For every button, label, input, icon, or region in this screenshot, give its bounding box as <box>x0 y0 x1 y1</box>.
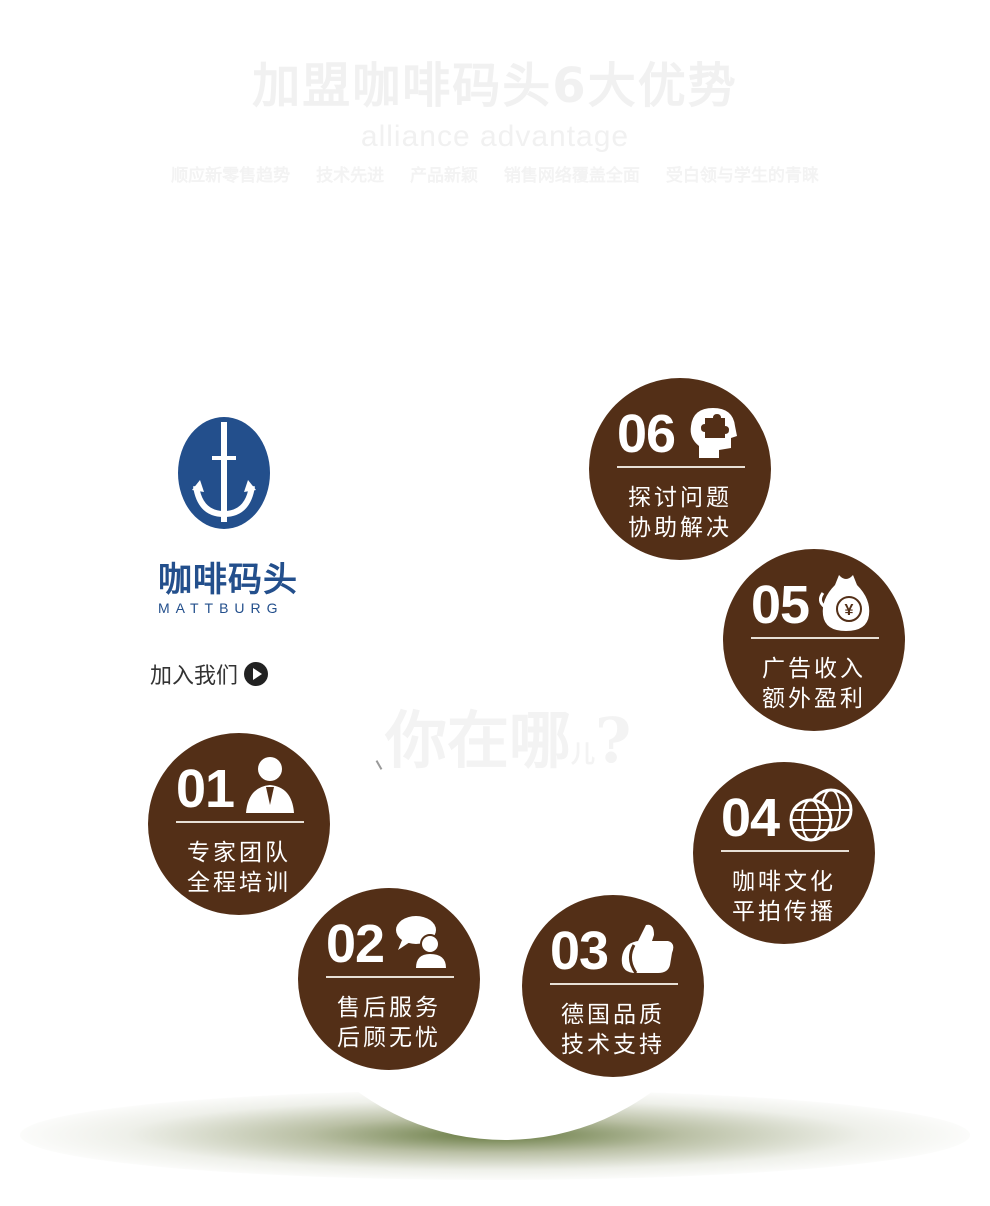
divider <box>751 637 879 639</box>
businessman-icon <box>246 757 294 813</box>
globe-icon <box>789 788 853 842</box>
divider <box>550 983 678 985</box>
divider <box>617 466 745 468</box>
tagline-item: 销售网络覆盖全面 <box>503 166 640 186</box>
svg-text:¥: ¥ <box>845 602 854 619</box>
advantage-line-1: 售后服务 <box>337 995 441 1021</box>
advantage-line-1: 专家团队 <box>187 840 291 866</box>
play-arrow-icon <box>244 662 269 686</box>
tagline: 顺应新零售趋势 技术先进 产品新颖 销售网络覆盖全面 受白领与学生的青睐 <box>0 164 990 188</box>
tagline-item: 产品新颖 <box>410 166 478 186</box>
logo-name-cn: 咖啡码头 <box>158 560 298 600</box>
advantage-number: 03 <box>550 921 609 981</box>
advantage-number: 01 <box>176 759 235 819</box>
chat-bubbles-icon <box>396 916 446 968</box>
page-subtitle: alliance advantage <box>360 120 630 153</box>
advantage-line-1: 咖啡文化 <box>732 869 836 895</box>
advantage-circle-01: 01 专家团队 全程培训 <box>148 733 330 915</box>
tagline-item: 顺应新零售趋势 <box>171 166 291 186</box>
advantage-line-2: 额外盈利 <box>762 686 866 712</box>
join-us-link[interactable]: 加入我们 <box>150 658 269 690</box>
advantage-number: 02 <box>326 914 385 974</box>
advantage-number: 05 <box>751 575 810 635</box>
advantage-circle-06: 06 探讨问题 协助解决 <box>589 378 771 560</box>
advantage-circle-03: 03 德国品质 技术支持 <box>522 895 704 1077</box>
advantage-circle-04: 04 咖啡文化 平拍传播 <box>693 762 875 944</box>
puzzle-head-icon <box>690 408 737 458</box>
tagline-item: 受白领与学生的青睐 <box>665 166 819 186</box>
advantage-circle-02: 02 售后服务 后顾无忧 <box>298 888 480 1070</box>
advantage-number: 06 <box>617 404 676 464</box>
tagline-item: 技术先进 <box>316 166 385 186</box>
advantage-line-2: 协助解决 <box>628 515 732 541</box>
advantage-number: 04 <box>721 788 780 848</box>
anchor-bean-icon <box>178 417 270 529</box>
advantage-line-2: 后顾无忧 <box>337 1025 441 1051</box>
divider <box>326 976 454 978</box>
page-title: 加盟咖啡码头6大优势 <box>252 58 738 114</box>
advantage-line-2: 技术支持 <box>561 1032 665 1058</box>
advantage-circle-05: 05 ¥ 广告收入 额外盈利 <box>723 549 905 731</box>
logo-name-en: MATTBURG <box>158 600 284 616</box>
header: 加盟咖啡码头6大优势 alliance advantage 顺应新零售趋势 技术… <box>0 50 990 188</box>
advantage-line-2: 平拍传播 <box>732 899 836 925</box>
advantage-line-1: 广告收入 <box>762 656 866 682</box>
divider <box>176 821 304 823</box>
advantage-line-1: 德国品质 <box>561 1002 665 1028</box>
divider <box>721 850 849 852</box>
advantage-line-1: 探讨问题 <box>628 485 732 511</box>
money-bag-icon: ¥ <box>819 575 870 631</box>
join-us-label: 加入我们 <box>150 664 239 689</box>
thumbs-up-icon <box>621 924 674 974</box>
advantage-line-2: 全程培训 <box>187 870 291 896</box>
center-question: 你在哪儿? <box>385 704 632 777</box>
